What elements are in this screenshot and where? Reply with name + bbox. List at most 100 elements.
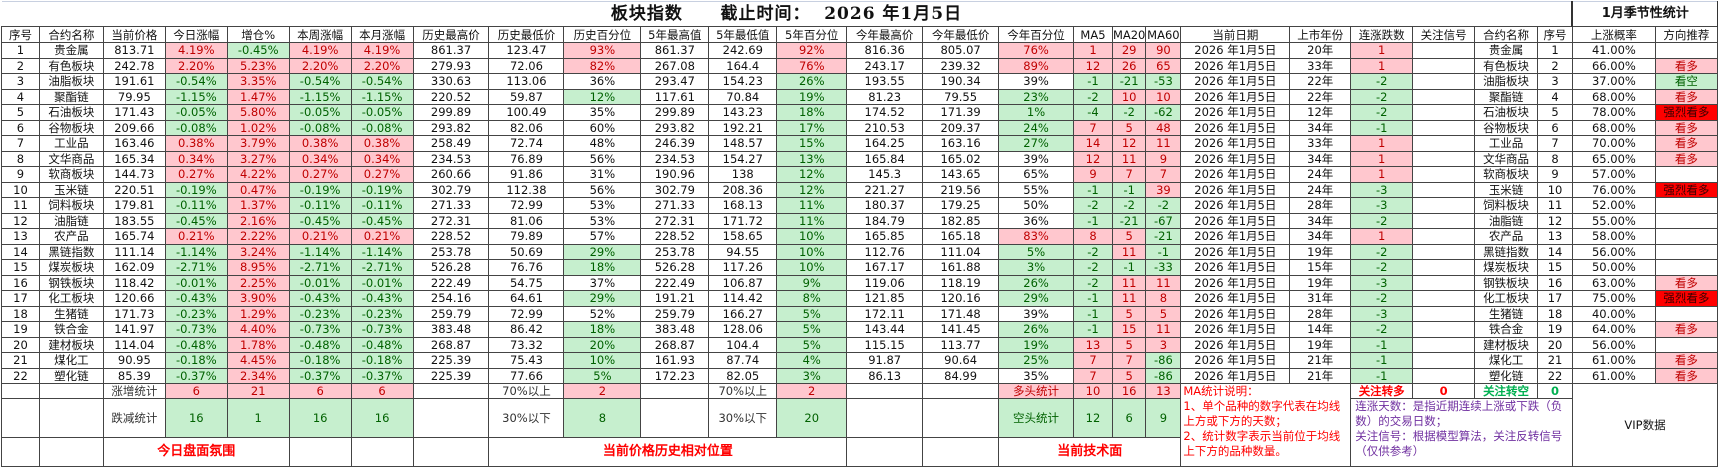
cell-hist-high: 526.28 (412, 259, 490, 276)
cell-hist-high: 254.16 (412, 290, 490, 307)
cell-name: 生猪链 (38, 305, 104, 322)
cell-date: 2026 年1月5日 (1180, 367, 1291, 384)
cell-oi-change: 2.16% (226, 212, 290, 229)
cell-5y-low: 117.26 (708, 259, 778, 276)
cell-ma60: 11 (1145, 321, 1182, 338)
cell-recommendation: 看空 (1654, 73, 1718, 90)
follow-bear-label: 关注转空 (1474, 383, 1539, 399)
cell-ma5: -1 (1073, 305, 1113, 322)
cell-ma60: 3 (1145, 336, 1182, 353)
cell-5y-pct: 92% (776, 42, 848, 59)
cell-streak: -3 (1350, 197, 1414, 214)
cell-hist-low: 77.66 (488, 367, 565, 384)
cell-name: 聚酯链 (38, 88, 104, 105)
cell-signal (1412, 290, 1476, 307)
cell-today-change: -1.14% (164, 243, 228, 260)
cell-rise-prob: 52.00% (1571, 197, 1656, 214)
cell-name: 工业品 (38, 135, 104, 152)
table-row: 5 石油板块 171.43 -0.05% 5.80% -0.05% -0.05% 299.89… (1, 104, 1718, 121)
cell-date: 2026 年1月5日 (1180, 88, 1291, 105)
cell-hist-pct: 60% (563, 119, 642, 136)
cell-ma20: 11 (1111, 150, 1147, 167)
cell-today-change: -0.73% (164, 321, 228, 338)
cell-signal (1412, 352, 1476, 369)
cell-oi-change: 1.47% (226, 88, 290, 105)
cell-name: 饲料板块 (38, 197, 104, 214)
cell-today-change: -0.37% (164, 367, 228, 384)
cell-date: 2026 年1月5日 (1180, 42, 1291, 59)
cell-hist-high: 225.39 (412, 367, 490, 384)
cell-listing-years: 28年 (1289, 305, 1352, 322)
empty-cell (412, 398, 490, 438)
cell-hist-low: 76.89 (488, 150, 565, 167)
cell-listing-years: 22年 (1289, 73, 1352, 90)
header-ma20: MA20 (1111, 26, 1147, 43)
hist-above70-label: 70%以上 (488, 383, 565, 399)
cell-date: 2026 年1月5日 (1180, 150, 1291, 167)
cell-index: 12 (1, 212, 40, 229)
header-date: 当前日期 (1180, 26, 1291, 43)
cell-name: 油脂链 (38, 212, 104, 229)
cell-today-change: -1.15% (164, 88, 228, 105)
cell-recommendation (1654, 228, 1718, 245)
cell-ma20: -21 (1111, 212, 1147, 229)
cell-oi-change: 8.95% (226, 259, 290, 276)
fall-count: 16 (164, 398, 228, 438)
cell-hist-low: 64.61 (488, 290, 565, 307)
cell-date: 2026 年1月5日 (1180, 212, 1291, 229)
cell-recommendation: 看多 (1654, 352, 1718, 369)
table-row: 7 工业品 163.46 0.38% 3.79% 0.38% 0.38% 258.49 72.7… (1, 135, 1718, 152)
cell-hist-high: 330.63 (412, 73, 490, 90)
cell-listing-years: 21年 (1289, 367, 1352, 384)
cell-oi-change: 4.45% (226, 352, 290, 369)
cell-price: 220.51 (102, 181, 166, 198)
cell-5y-low: 242.69 (708, 42, 778, 59)
cell-year-low: 111.04 (922, 243, 1000, 260)
cell-index-2: 18 (1537, 305, 1573, 322)
header-recommendation: 方向推荐 (1654, 26, 1718, 43)
cell-hist-low: 82.06 (488, 119, 565, 136)
cell-index: 10 (1, 181, 40, 198)
cell-price: 183.55 (102, 212, 166, 229)
cell-today-change: -0.23% (164, 305, 228, 322)
empty-cell (922, 398, 1000, 438)
cell-today-change: -0.54% (164, 73, 228, 90)
cell-week-change: -0.48% (288, 336, 352, 353)
cell-ma60: -67 (1145, 212, 1182, 229)
sheet-title: 板块指数 截止时间： 2026 年1月5日 (1, 1, 1573, 27)
cell-ma60: 5 (1145, 305, 1182, 322)
cell-5y-pct: 26% (776, 73, 848, 90)
cell-index-2: 10 (1537, 181, 1573, 198)
cell-month-change: 2.20% (350, 57, 414, 74)
cell-name: 文华商品 (38, 150, 104, 167)
cell-today-change: 2.20% (164, 57, 228, 74)
cell-5y-low: 94.55 (708, 243, 778, 260)
cell-hist-pct: 12% (563, 88, 642, 105)
cell-hist-pct: 37% (563, 274, 642, 291)
header-rise-prob: 上涨概率 (1571, 26, 1656, 43)
cell-date: 2026 年1月5日 (1180, 166, 1291, 183)
empty-cell (922, 383, 1000, 399)
rise-stats-row: 涨增统计 6 21 6 6 70%以上 2 70%以上 2 多头统计 10 16 13 MA统计说明： 1… (1, 383, 1718, 467)
cell-5y-low: 171.72 (708, 212, 778, 229)
empty-cell (38, 437, 104, 467)
cell-hist-high: 861.37 (412, 42, 490, 59)
rise-count: 6 (288, 383, 352, 399)
cell-name-2: 谷物板块 (1474, 119, 1539, 136)
cell-streak: -1 (1350, 119, 1414, 136)
cell-index: 9 (1, 166, 40, 183)
cell-ma60: 11 (1145, 135, 1182, 152)
cell-ma60: 10 (1145, 88, 1182, 105)
header-hist-pct: 历史百分位 (563, 26, 642, 43)
cell-hist-pct: 10% (563, 352, 642, 369)
cell-name-2: 煤化工 (1474, 352, 1539, 369)
cell-week-change: -0.19% (288, 181, 352, 198)
cell-ma5: -1 (1073, 321, 1113, 338)
cell-5y-high: 302.79 (640, 181, 710, 198)
cell-streak: -2 (1350, 212, 1414, 229)
cell-5y-pct: 5% (776, 305, 848, 322)
cell-5y-pct: 11% (776, 212, 848, 229)
cell-year-pct: 23% (998, 88, 1074, 105)
cell-5y-pct: 4% (776, 352, 848, 369)
